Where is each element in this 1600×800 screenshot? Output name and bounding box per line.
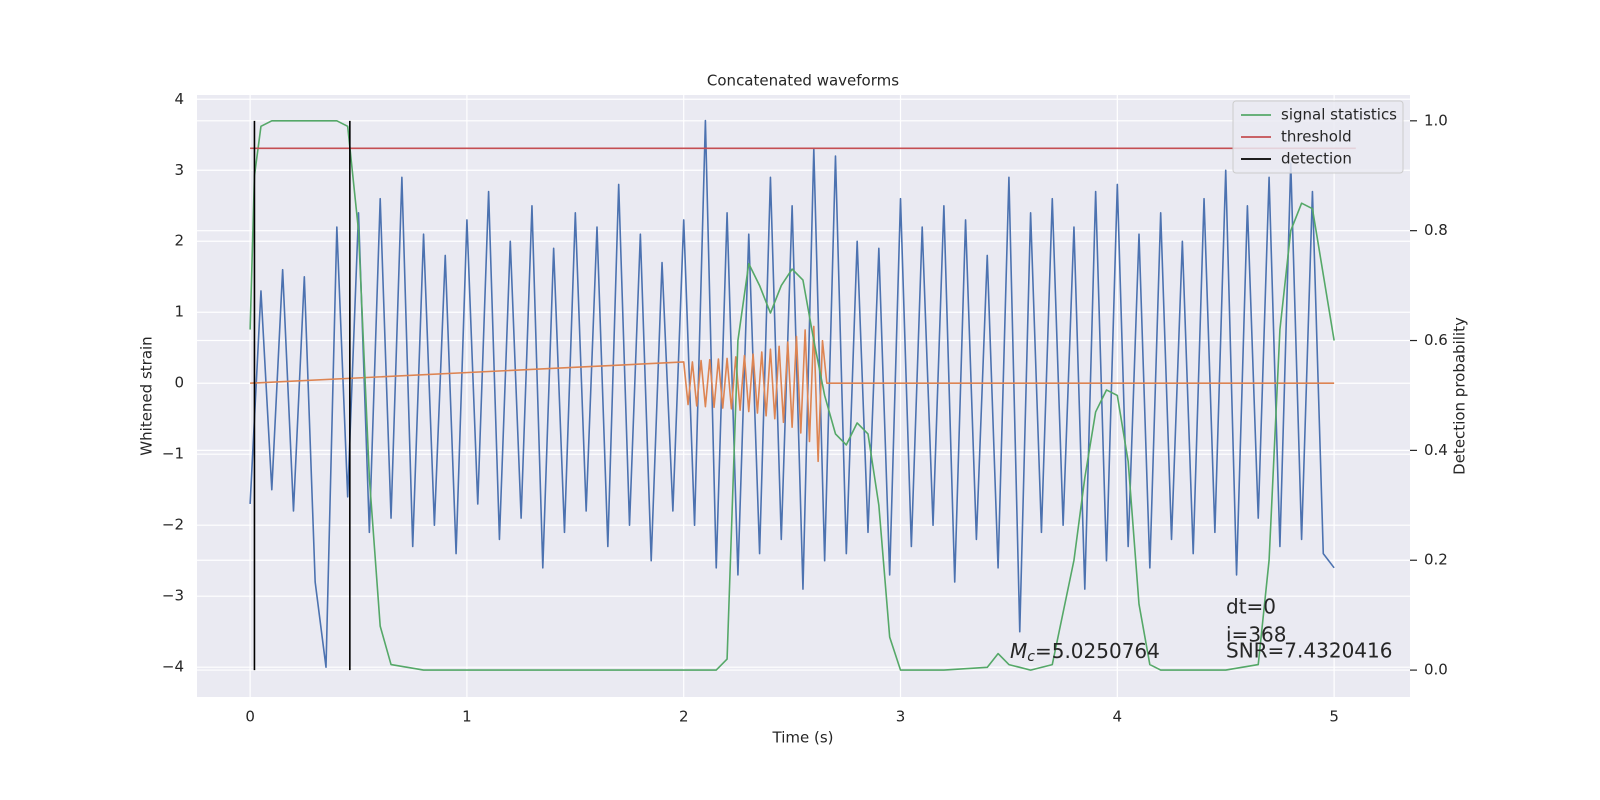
legend-label: threshold (1281, 128, 1352, 146)
x-tick-label: 5 (1329, 708, 1339, 726)
annotation: dt=0 (1226, 595, 1276, 619)
x-tick-label: 3 (896, 708, 906, 726)
y-tick-label: 1 (174, 303, 184, 321)
chart-title: Concatenated waveforms (707, 72, 899, 90)
y-tick-label: 3 (174, 161, 184, 179)
y2-tick-label: 0.8 (1424, 221, 1448, 239)
series-line (249, 120, 1335, 671)
annotation: i=368 (1226, 623, 1287, 647)
y2-tick-label: 0.2 (1424, 551, 1448, 569)
y-tick-label: −4 (162, 658, 184, 676)
x-tick-label: 0 (245, 708, 255, 726)
x-axis-label: Time (s) (772, 729, 834, 747)
annotation-part: c (1027, 649, 1035, 665)
y-tick-label: 2 (174, 232, 184, 250)
y-tick-label: 0 (174, 374, 184, 392)
y-tick-label: −3 (162, 587, 184, 605)
legend-box (1232, 100, 1404, 174)
y2-axis-label: Detection probability (1451, 317, 1469, 475)
x-tick-label: 2 (679, 708, 689, 726)
y2-tick-label: 1.0 (1424, 111, 1448, 129)
annotation-part: =5.0250764 (1035, 639, 1160, 663)
y-tick-label: −1 (162, 445, 184, 463)
x-tick-label: 1 (462, 708, 472, 726)
series-line (249, 119, 1335, 668)
y2-tick-label: 0.6 (1424, 331, 1448, 349)
legend-label: signal statistics (1281, 106, 1397, 124)
series-line (253, 120, 351, 671)
y-tick-label: 4 (174, 90, 184, 108)
annotation-part: M (1010, 639, 1027, 663)
y-axis-label: Whitened strain (138, 336, 156, 455)
series-line (250, 325, 1335, 463)
annotation: Mc=5.0250764 (1010, 639, 1160, 666)
y2-tick-label: 0.0 (1424, 661, 1448, 679)
y2-tick-label: 0.4 (1424, 441, 1448, 459)
legend-label: detection (1281, 150, 1352, 168)
annotation: SNR=7.4320416 (1226, 639, 1392, 663)
y-tick-label: −2 (162, 516, 184, 534)
x-tick-label: 4 (1113, 708, 1123, 726)
